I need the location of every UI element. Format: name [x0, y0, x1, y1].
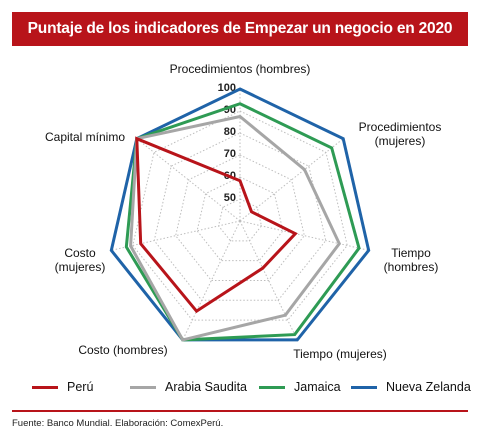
grid-ring-60: [196, 176, 284, 262]
legend-item-arabia-saudita: Arabia Saudita: [130, 380, 247, 394]
legend-label: Perú: [67, 380, 94, 394]
tick-label-50: 50: [224, 192, 236, 204]
legend-swatch: [259, 385, 285, 389]
axis-label-0: Procedimientos (hombres): [170, 62, 311, 76]
legend-item-jamaica: Jamaica: [259, 380, 341, 394]
grid-spoke-2: [239, 220, 369, 251]
legend-item-perú: Perú: [32, 380, 93, 394]
axis-label-5: Costo (mujeres): [55, 246, 106, 274]
legend-label: Nueva Zelanda: [386, 380, 471, 394]
series-perú: [135, 136, 298, 314]
grid-spoke-5: [111, 220, 241, 251]
chart-title-bar: Puntaje de los indicadores de Empezar un…: [12, 12, 468, 46]
series-arabia-saudita: [129, 114, 342, 342]
axis-label-6: Capital mínimo: [45, 130, 125, 144]
chart-legend: Perú Arabia Saudita Jamaica Nueva Zelanda: [0, 380, 480, 400]
legend-swatch: [351, 385, 377, 389]
grid-ring-70: [175, 154, 305, 281]
series-nueva-zelanda: [109, 87, 371, 342]
tick-label-70: 70: [224, 148, 236, 160]
legend-item-nueva-zelanda: Nueva Zelanda: [351, 380, 471, 394]
source-footer: Fuente: Banco Mundial. Elaboración: Come…: [12, 418, 224, 429]
grid-spoke-4: [182, 220, 241, 341]
tick-label-80: 80: [224, 126, 236, 138]
grid-spoke-3: [239, 220, 298, 341]
footer-divider: [12, 410, 468, 412]
axis-label-4: Costo (hombres): [78, 343, 167, 357]
legend-swatch: [32, 385, 58, 389]
legend-label: Jamaica: [294, 380, 341, 394]
axis-label-2: Tiempo (hombres): [384, 246, 439, 274]
legend-label: Arabia Saudita: [165, 380, 248, 394]
grid-ring-50: [218, 198, 262, 242]
tick-label-100: 100: [218, 82, 236, 94]
axis-label-3: Tiempo (mujeres): [293, 347, 387, 361]
grid-spoke-1: [239, 138, 344, 222]
axis-label-1: Procedimientos (mujeres): [359, 120, 442, 148]
grid-ring-80: [153, 132, 327, 301]
grid-spoke-6: [136, 138, 241, 222]
legend-swatch: [130, 385, 156, 389]
grid-ring-90: [132, 110, 348, 321]
chart-title: Puntaje de los indicadores de Empezar un…: [27, 20, 453, 37]
